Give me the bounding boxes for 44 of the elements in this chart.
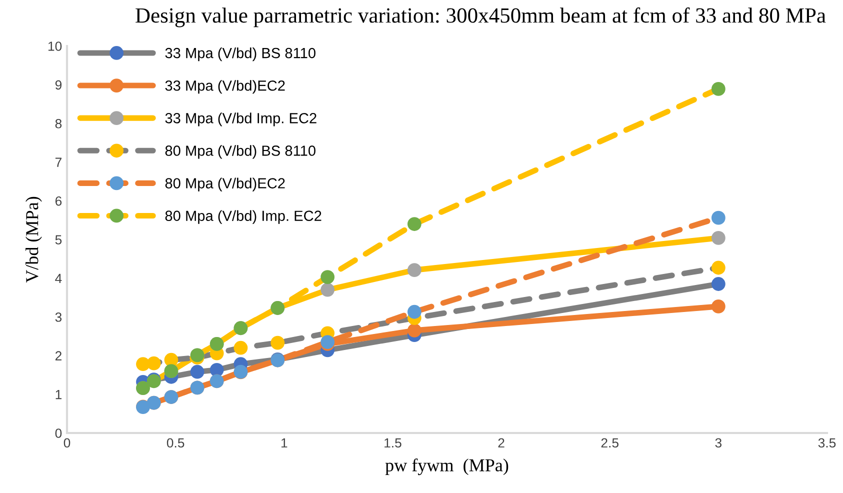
point [407, 324, 422, 338]
y-tick-label: 0 [55, 428, 62, 438]
point [711, 277, 726, 291]
x-tick-label: 1.5 [384, 438, 402, 448]
legend-label: 33 Mpa (V/bd Imp. EC2 [165, 112, 316, 126]
y-tick-label: 8 [55, 118, 62, 128]
legend-label: 33 Mpa (V/bd)EC2 [165, 80, 285, 94]
chart-title: Design value parrametric variation: 300x450mm beam at fcm of 33 and 80 MPa [136, 7, 826, 28]
point [711, 300, 726, 314]
x-tick-label: 3 [715, 438, 722, 448]
point [320, 282, 335, 297]
x-axis-title: pw fywm (MPa) [385, 458, 508, 476]
legend-label: 80 Mpa (V/bd)EC2 [165, 178, 285, 192]
x-tick-label: 0.5 [166, 438, 184, 448]
y-tick-label: 1 [56, 390, 62, 400]
x-tick-label: 2.5 [601, 438, 618, 448]
x-tick-label: 3.5 [818, 438, 836, 448]
point [320, 270, 335, 284]
point [146, 356, 161, 370]
point [234, 340, 248, 355]
y-tick-label: 7 [55, 158, 62, 167]
point [190, 364, 204, 379]
x-tick-label: 0 [64, 438, 70, 448]
point [711, 210, 726, 225]
y-tick-label: 9 [55, 80, 62, 90]
y-tick-label: 10 [48, 42, 62, 51]
point [407, 217, 422, 231]
legend-label: 80 Mpa (V/bd) BS 8110 [165, 145, 316, 159]
legend-label: 33 Mpa (V/bd) BS 8110 [165, 48, 316, 62]
x-tick-label: 2 [498, 438, 504, 448]
y-tick-label: 6 [55, 196, 62, 206]
point [270, 336, 285, 350]
point [711, 82, 726, 96]
legend-label: 80 Mpa (V/bd) Imp. EC2 [165, 210, 322, 224]
point [711, 260, 726, 275]
x-tick-label: 1 [281, 438, 288, 448]
y-tick-label: 2 [55, 351, 62, 360]
point [407, 263, 422, 278]
y-tick-label: 4 [55, 274, 62, 283]
y-axis-title: V/bd (MPa) [26, 196, 42, 283]
point [407, 304, 422, 319]
y-tick-label: 5 [55, 235, 62, 244]
y-tick-label: 3 [55, 312, 62, 322]
point [711, 231, 726, 245]
